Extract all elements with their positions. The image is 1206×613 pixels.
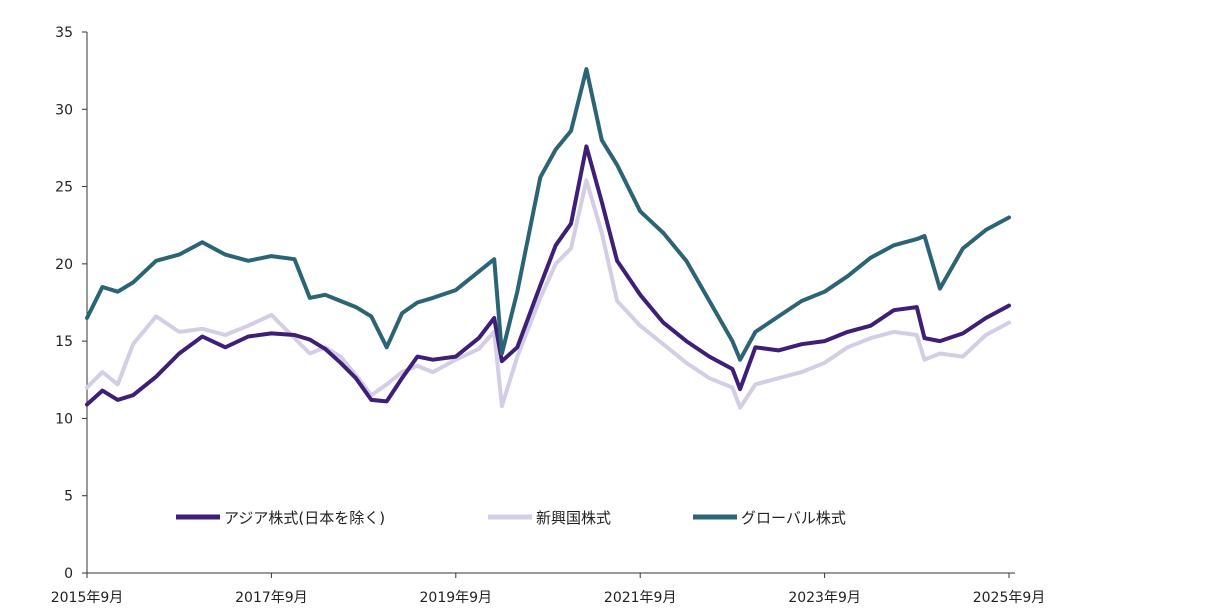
y-tick-label: 0 — [64, 566, 73, 582]
y-tick-label: 5 — [64, 489, 73, 505]
series-line-1 — [85, 178, 1011, 410]
x-tick-label: 2017年9月 — [235, 590, 308, 606]
x-tick-label: 2025年9月 — [973, 590, 1046, 606]
y-tick-label: 15 — [55, 334, 73, 350]
legend-label-1: 新興国株式 — [536, 509, 611, 527]
axes: 0 5 10 15 20 25 30 35 2015年9月 2017年9月 2019年9月 2021年… — [51, 25, 1046, 606]
series-line-2 — [85, 67, 1011, 362]
y-tick-label: 25 — [55, 180, 73, 196]
y-tick-label: 10 — [55, 411, 73, 427]
y-tick-label: 30 — [55, 102, 73, 118]
legend-label-2: グローバル株式 — [741, 509, 846, 527]
y-tick-label: 20 — [55, 257, 73, 273]
x-tick-label: 2021年9月 — [604, 590, 677, 606]
y-tick-label: 35 — [55, 25, 73, 41]
x-tick-label: 2019年9月 — [420, 590, 493, 606]
x-tick-label: 2015年9月 — [51, 590, 124, 606]
x-tick-label: 2023年9月 — [788, 590, 861, 606]
legend: アジア株式(日本を除く) 新興国株式 グローバル株式 — [176, 509, 846, 527]
series-layer — [85, 67, 1011, 410]
legend-label-0: アジア株式(日本を除く) — [224, 509, 385, 527]
series-line-0 — [85, 144, 1011, 407]
